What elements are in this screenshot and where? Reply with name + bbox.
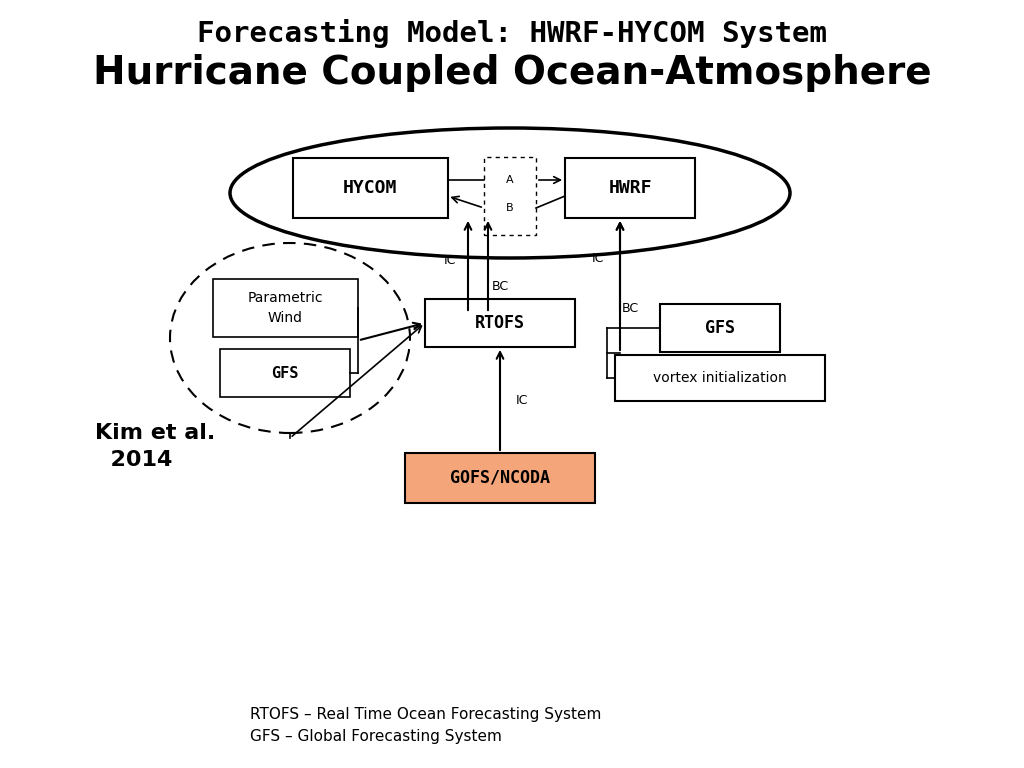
FancyBboxPatch shape	[406, 453, 595, 503]
Text: BC: BC	[622, 302, 639, 315]
Text: Parametric: Parametric	[247, 291, 323, 305]
FancyBboxPatch shape	[484, 157, 536, 235]
Text: IC: IC	[516, 393, 528, 406]
Text: Hurricane Coupled Ocean-Atmosphere: Hurricane Coupled Ocean-Atmosphere	[93, 54, 931, 92]
Text: Kim et al.: Kim et al.	[95, 423, 215, 443]
Text: A: A	[506, 175, 514, 185]
Text: GFS: GFS	[705, 319, 735, 337]
Text: BC: BC	[492, 280, 509, 293]
FancyBboxPatch shape	[425, 299, 575, 347]
FancyBboxPatch shape	[213, 279, 357, 337]
Text: vortex initialization: vortex initialization	[653, 371, 786, 385]
Text: IC: IC	[592, 251, 604, 264]
Text: RTOFS – Real Time Ocean Forecasting System: RTOFS – Real Time Ocean Forecasting Syst…	[250, 707, 601, 723]
Text: 2014: 2014	[95, 450, 172, 470]
Text: GFS: GFS	[271, 366, 299, 380]
FancyBboxPatch shape	[565, 158, 695, 218]
Text: HWRF: HWRF	[608, 179, 651, 197]
Text: HYCOM: HYCOM	[343, 179, 397, 197]
Text: Forecasting Model: HWRF-HYCOM System: Forecasting Model: HWRF-HYCOM System	[197, 18, 827, 48]
Text: IC: IC	[443, 253, 456, 266]
FancyBboxPatch shape	[615, 355, 825, 401]
Text: Wind: Wind	[267, 311, 302, 325]
Text: GFS – Global Forecasting System: GFS – Global Forecasting System	[250, 729, 502, 743]
FancyBboxPatch shape	[293, 158, 447, 218]
FancyBboxPatch shape	[220, 349, 350, 397]
Text: GOFS/NCODA: GOFS/NCODA	[450, 469, 550, 487]
Text: RTOFS: RTOFS	[475, 314, 525, 332]
FancyBboxPatch shape	[660, 304, 780, 352]
Text: B: B	[506, 203, 514, 213]
